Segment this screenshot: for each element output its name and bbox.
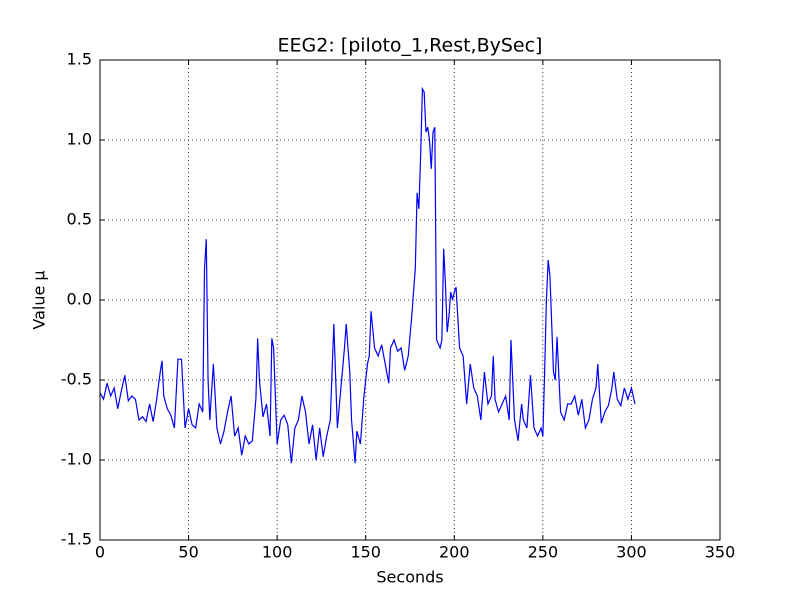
x-tick-label: 250 bbox=[528, 543, 559, 562]
y-tick-label: 0.0 bbox=[67, 290, 92, 309]
y-tick-label: -1.5 bbox=[61, 530, 92, 549]
y-tick-label: 1.5 bbox=[67, 50, 92, 69]
y-axis-label: Value μ bbox=[30, 270, 49, 329]
y-tick-label: -1.0 bbox=[61, 450, 92, 469]
y-tick-label: -0.5 bbox=[61, 370, 92, 389]
x-tick-label: 300 bbox=[616, 543, 647, 562]
y-tick-label: 0.5 bbox=[67, 210, 92, 229]
plot-frame bbox=[99, 59, 721, 541]
x-tick-label: 350 bbox=[705, 543, 736, 562]
x-tick-label: 0 bbox=[95, 543, 105, 562]
x-tick-label: 150 bbox=[350, 543, 381, 562]
x-tick-label: 100 bbox=[262, 543, 293, 562]
x-tick-label: 50 bbox=[178, 543, 198, 562]
chart-title: EEG2: [piloto_1,Rest,BySec] bbox=[278, 35, 543, 57]
x-axis-label: Seconds bbox=[376, 568, 443, 587]
y-tick-label: 1.0 bbox=[67, 130, 92, 149]
line-series bbox=[99, 86, 636, 464]
x-tick-label: 200 bbox=[439, 543, 470, 562]
